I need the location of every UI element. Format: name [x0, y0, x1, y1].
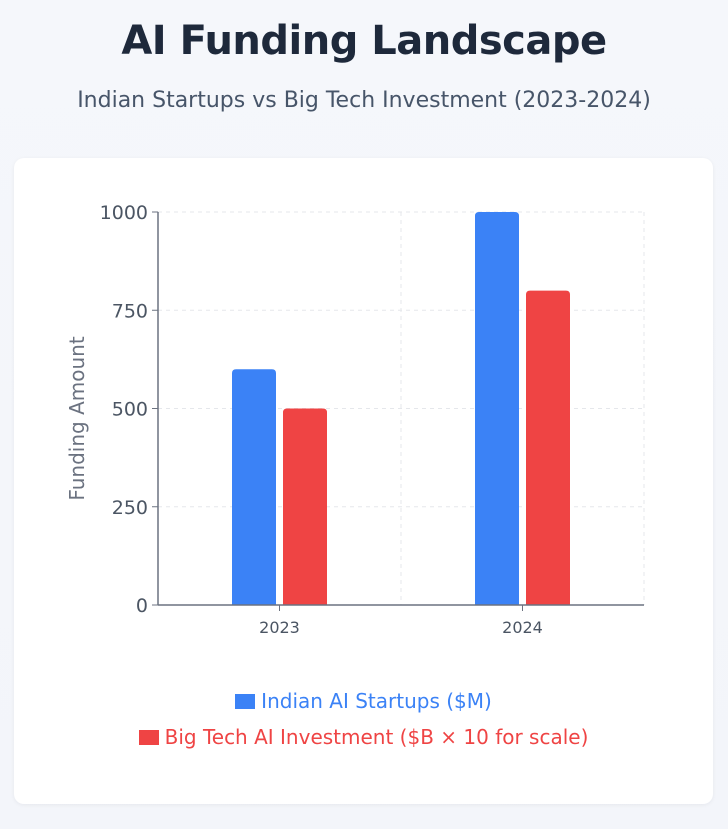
legend-label-bigtech: Big Tech AI Investment ($B × 10 for scal…: [164, 725, 589, 749]
y-axis-label: Funding Amount: [65, 336, 89, 500]
x-tick-label: 2024: [502, 618, 543, 637]
y-tick-label: 750: [112, 300, 148, 322]
y-tick-label: 1000: [100, 202, 148, 224]
bar-indian-2024: [475, 212, 519, 605]
y-tick-label: 250: [112, 497, 148, 519]
legend-swatch-bigtech: [138, 729, 159, 745]
chart-card: 2023 2024 0 250 500 750 1000 Funding Amount Ind…: [14, 158, 713, 804]
bar-chart: 2023 2024 0 250 500 750 1000 Funding Amount: [65, 202, 645, 637]
legend-label-indian: Indian AI Startups ($M): [261, 689, 492, 713]
legend-swatch-indian: [235, 693, 256, 709]
y-tick-label: 500: [112, 399, 148, 421]
bar-bigtech-2024: [526, 290, 570, 605]
bar-indian-2023: [232, 369, 276, 605]
chart-legend: Indian AI Startups ($M) Big Tech AI Inve…: [14, 683, 713, 755]
x-tick-label: 2023: [259, 618, 300, 637]
bar-bigtech-2023: [283, 408, 327, 605]
page-title: AI Funding Landscape: [121, 18, 607, 64]
y-tick-label: 0: [136, 595, 148, 617]
legend-item-bigtech[interactable]: Big Tech AI Investment ($B × 10 for scal…: [14, 719, 713, 755]
page-subtitle: Indian Startups vs Big Tech Investment (…: [77, 88, 651, 113]
legend-item-indian[interactable]: Indian AI Startups ($M): [14, 683, 713, 719]
